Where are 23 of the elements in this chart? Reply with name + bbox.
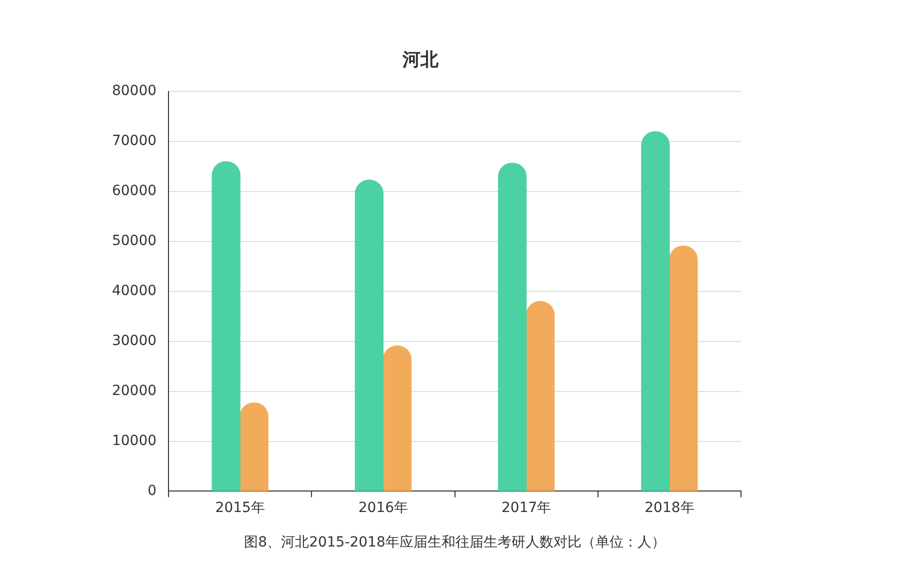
caption: 图8、河北2015-2018年应届生和往届生考研人数对比（单位：人） xyxy=(244,534,666,551)
y-tick-label: 50000 xyxy=(112,233,157,250)
bar xyxy=(669,246,698,492)
y-tick-label: 60000 xyxy=(112,183,157,200)
y-tick-label: 10000 xyxy=(112,432,157,449)
y-tick-label: 80000 xyxy=(112,83,157,100)
y-tick-label: 20000 xyxy=(112,382,157,399)
bar xyxy=(212,161,240,492)
chart-title: 河北 xyxy=(402,49,440,70)
y-tick-label: 40000 xyxy=(112,283,157,300)
y-tick-label: 30000 xyxy=(112,332,157,349)
bar xyxy=(354,180,384,492)
x-tick-label: 2016年 xyxy=(358,500,408,516)
y-tick-label: 0 xyxy=(148,482,157,499)
bar xyxy=(498,162,527,492)
bar xyxy=(526,301,555,492)
y-tick-label: 70000 xyxy=(112,133,157,150)
bar xyxy=(641,131,670,492)
bar xyxy=(382,346,412,492)
x-tick-label: 2017年 xyxy=(502,500,552,516)
x-tick-label: 2018年 xyxy=(644,500,694,516)
x-tick-label: 2015年 xyxy=(215,500,265,516)
bar xyxy=(240,402,268,492)
